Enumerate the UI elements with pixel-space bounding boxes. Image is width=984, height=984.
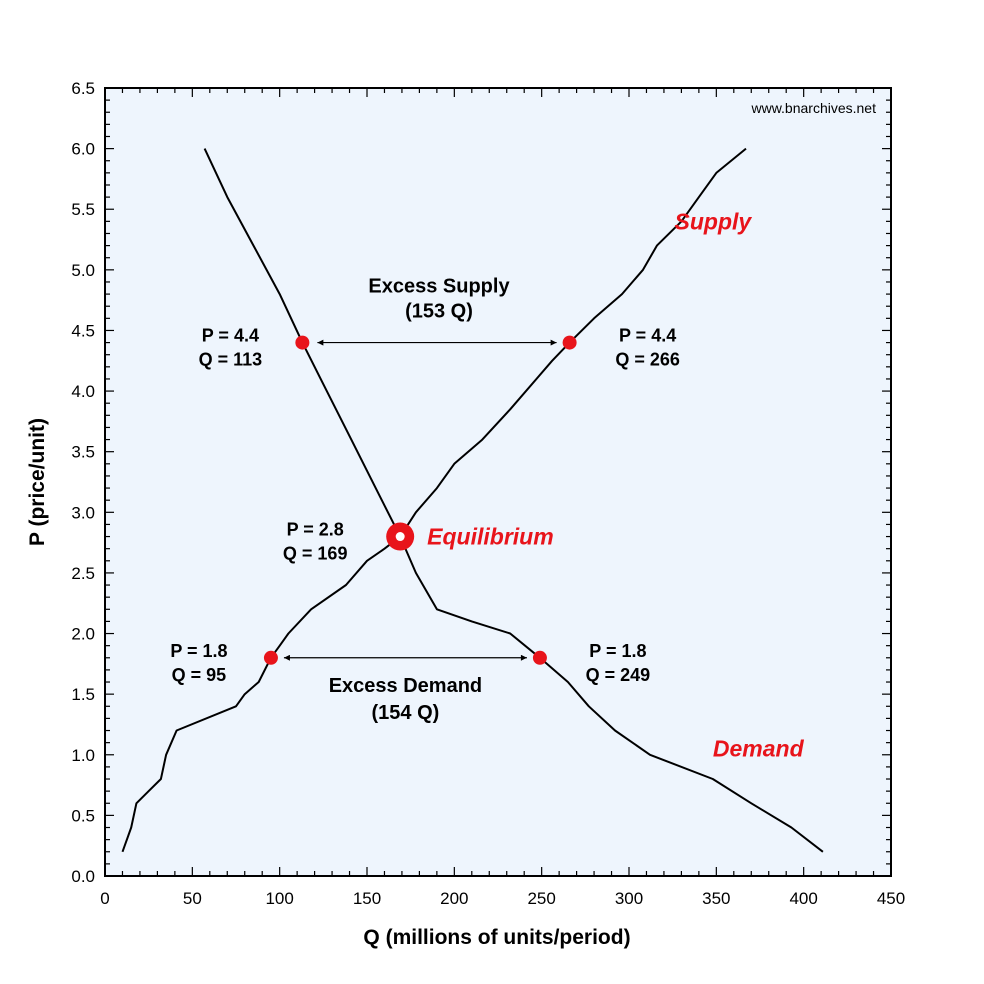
y-tick-label: 0.5: [71, 806, 95, 825]
y-tick-label: 4.5: [71, 321, 95, 340]
equilibrium-marker-center: [395, 532, 405, 542]
excess-demand-value: (154 Q): [372, 702, 440, 724]
point-label-quantity: Q = 266: [615, 350, 680, 370]
series-label-supply: Supply: [675, 208, 753, 234]
x-tick-label: 250: [527, 889, 555, 908]
x-tick-label: 450: [877, 889, 905, 908]
excess-demand-title: Excess Demand: [329, 675, 482, 697]
equilibrium-price-label: P = 2.8: [287, 520, 344, 540]
y-axis-title: P (price/unit): [26, 418, 49, 546]
series-labels: Supply Demand: [675, 208, 805, 761]
y-tick-label: 5.5: [71, 200, 95, 219]
point-label-price: P = 4.4: [202, 326, 259, 346]
point-label-quantity: Q = 113: [199, 350, 263, 370]
excess-supply-title: Excess Supply: [368, 276, 510, 298]
y-tick-label: 5.0: [71, 261, 95, 280]
plot-area: [104, 87, 892, 877]
point-label-price: P = 4.4: [619, 326, 676, 346]
y-tick-label: 1.0: [71, 746, 95, 765]
y-tick-label: 3.5: [71, 443, 95, 462]
price-point: [295, 335, 310, 350]
price-point-labels: P = 4.4 Q = 113 P = 4.4 Q = 266 P = 1.8 Q = 9…: [170, 326, 680, 685]
price-point: [263, 650, 278, 665]
series-label-demand: Demand: [713, 736, 805, 762]
excess-arrows: [283, 339, 557, 661]
y-axis-ticks: [105, 87, 891, 877]
x-tick-label: 100: [265, 889, 293, 908]
excess-supply-value: (153 Q): [405, 301, 473, 323]
y-tick-label: 6.5: [71, 79, 95, 98]
point-label-quantity: Q = 249: [586, 665, 651, 685]
x-axis-ticks: [104, 88, 892, 876]
series-line-demand: [203, 148, 824, 853]
price-point: [562, 335, 577, 350]
x-axis-tick-labels: 0 50 100 150 200 250 300 350 400 450: [100, 889, 905, 908]
x-tick-label: 150: [353, 889, 381, 908]
y-tick-label: 3.0: [71, 503, 95, 522]
x-tick-label: 300: [615, 889, 643, 908]
price-points: [263, 335, 577, 665]
y-axis-tick-labels: 0.0 0.5 1.0 1.5 2.0 2.5 3.0 3.5 4.0 4.5 5.0 5.5 6.0 6…: [71, 79, 95, 886]
x-tick-label: 0: [100, 889, 109, 908]
y-tick-label: 4.0: [71, 382, 95, 401]
y-tick-label: 2.0: [71, 625, 95, 644]
excess-annotations: Excess Supply (153 Q) Excess Demand (154 Q): [329, 276, 511, 724]
x-tick-label: 50: [183, 889, 202, 908]
y-tick-label: 1.5: [71, 685, 95, 704]
equilibrium-group: Equilibrium P = 2.8 Q = 169: [283, 520, 554, 564]
x-tick-label: 350: [702, 889, 730, 908]
point-label-quantity: Q = 95: [172, 665, 227, 685]
equilibrium-label: Equilibrium: [427, 524, 553, 550]
equilibrium-quantity-label: Q = 169: [283, 544, 348, 564]
point-label-price: P = 1.8: [170, 641, 227, 661]
watermark-text: www.bnarchives.net: [750, 100, 876, 116]
x-tick-label: 200: [440, 889, 468, 908]
x-axis-title: Q (millions of units/period): [363, 926, 630, 949]
point-label-price: P = 1.8: [589, 641, 646, 661]
y-tick-label: 6.0: [71, 140, 95, 159]
x-tick-label: 400: [789, 889, 817, 908]
price-point: [532, 650, 547, 665]
y-tick-label: 2.5: [71, 564, 95, 583]
y-tick-label: 0.0: [71, 867, 95, 886]
